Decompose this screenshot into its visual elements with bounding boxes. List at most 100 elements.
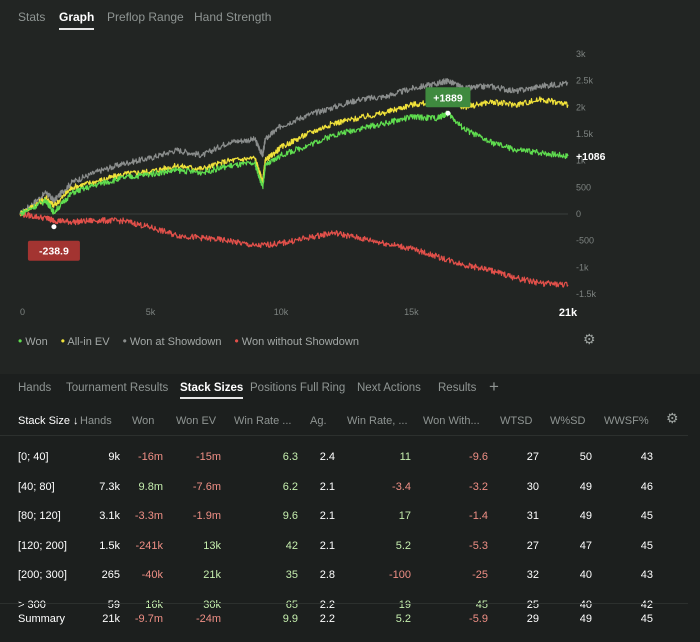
- table-cell: -3.2: [469, 480, 488, 493]
- table-cell: 32: [526, 569, 539, 581]
- table-cell: 49: [579, 480, 592, 493]
- table-row[interactable]: [80; 120] 3.1k -3.3m -1.9m 9.6 2.1 17 -1.4 31 49 4…: [0, 501, 688, 530]
- table-cell: -5.9: [469, 613, 488, 625]
- table-row[interactable]: > 300 59 16k 30k 65 2.2 19 45 25 40 42: [0, 590, 688, 619]
- header-won-with[interactable]: Won With...: [423, 415, 480, 427]
- header-won[interactable]: Won: [132, 415, 155, 427]
- table-cell: 9.8m: [138, 480, 163, 493]
- table-cell: 9.6: [282, 510, 298, 522]
- x-tick-label: 0: [20, 307, 25, 317]
- header-ag[interactable]: Ag.: [310, 415, 327, 427]
- end-value-label: +1086: [576, 151, 606, 163]
- table-cell: Summary: [18, 613, 66, 625]
- table-cell: 42: [285, 539, 298, 552]
- table-cell: 49: [579, 510, 592, 522]
- table-summary-row[interactable]: Summary 21k -9.7m -24m 9.9 2.2 5.2 -5.9 29 49 45: [0, 603, 688, 632]
- table-cell: 2.8: [319, 569, 335, 581]
- table-cell: -9.7m: [134, 613, 163, 625]
- table-cell: 65: [285, 598, 298, 611]
- legend-won-without-showdown[interactable]: • Won without Showdown: [234, 334, 359, 348]
- table-cell: -3.4: [392, 480, 411, 493]
- table-cell: 5.2: [395, 613, 411, 625]
- y-tick-label: 1.5k: [576, 129, 594, 139]
- y-tick-label: 3k: [576, 49, 586, 59]
- table-cell: 21k: [102, 613, 120, 625]
- table-cell: 265: [101, 569, 120, 581]
- table-cell: [200; 300]: [18, 569, 67, 581]
- table-cell: 30k: [203, 598, 221, 611]
- table-cell: 16k: [145, 598, 163, 611]
- y-tick-label: 2.5k: [576, 76, 594, 86]
- x-tick-label: 5k: [146, 307, 156, 317]
- graph-panel: Stats Graph Preflop Range Hand Strength …: [18, 10, 606, 348]
- table-row[interactable]: [40; 80] 7.3k 9.8m -7.6m 6.2 2.1 -3.4 -3.2 30 49 4…: [0, 472, 688, 501]
- table-cell: [40; 80]: [18, 480, 55, 493]
- tab-hands[interactable]: Hands: [18, 382, 52, 394]
- legend: • Won • All-in EV • Won at Showdown • Wo…: [18, 334, 369, 348]
- table-row[interactable]: [120; 200] 1.5k -241k 13k 42 2.1 5.2 -5.3 27 47 45: [0, 531, 688, 560]
- table-cell: 9.9: [282, 613, 298, 625]
- header-win-rate-2[interactable]: Win Rate, ...: [347, 415, 408, 427]
- gear-icon[interactable]: ⚙: [583, 331, 596, 347]
- table-cell: 2.2: [319, 613, 335, 625]
- table-cell: 45: [640, 539, 653, 552]
- tab-hand-strength[interactable]: Hand Strength: [194, 10, 272, 24]
- legend-won[interactable]: • Won: [18, 334, 48, 348]
- tab-stats[interactable]: Stats: [18, 10, 46, 24]
- annotation-label: -238.9: [39, 246, 69, 258]
- header-wtsd[interactable]: WTSD: [500, 415, 533, 427]
- y-tick-label: 0: [576, 209, 581, 219]
- table-cell: 2.1: [319, 539, 335, 552]
- table-cell: 45: [640, 510, 653, 522]
- y-tick-label: -1k: [576, 262, 589, 272]
- table-cell: 35: [285, 569, 298, 581]
- y-tick-label: 500: [576, 182, 591, 192]
- table-cell: 45: [640, 613, 653, 625]
- table-cell: 1.5k: [99, 539, 120, 552]
- series-line-won: [19, 110, 569, 217]
- table-cell: 6.3: [282, 451, 298, 463]
- header-wwsf[interactable]: WWSF%: [604, 415, 649, 427]
- tab-tournament-results[interactable]: Tournament Results: [66, 382, 169, 394]
- legend-won-at-showdown[interactable]: • Won at Showdown: [122, 334, 222, 348]
- annotation-label: +1889: [433, 92, 463, 104]
- table-cell: -16m: [137, 451, 163, 463]
- table-row[interactable]: [0; 40] 9k -16m -15m 6.3 2.4 11 -9.6 27 50 43: [0, 442, 688, 471]
- tab-positions-full-ring[interactable]: Positions Full Ring: [250, 382, 346, 394]
- table-cell: [120; 200]: [18, 539, 67, 552]
- table-cell: -24m: [195, 613, 221, 625]
- y-axis: 3k 2.5k 2k 1.5k 1k 500 0 -500 -1k -1.5k: [576, 49, 597, 299]
- header-hands[interactable]: Hands: [80, 415, 112, 427]
- table-row[interactable]: [200; 300] 265 -40k 21k 35 2.8 -100 -25 32 40 43: [0, 560, 688, 589]
- tab-next-actions[interactable]: Next Actions: [357, 382, 421, 394]
- table-cell: 30: [526, 480, 539, 493]
- header-won-ev[interactable]: Won EV: [176, 415, 217, 427]
- y-tick-label: 2k: [576, 102, 586, 112]
- annotation-badge: [425, 87, 471, 108]
- table-cell: 19: [398, 598, 411, 611]
- header-stack-size[interactable]: Stack Size ↓: [18, 415, 79, 427]
- table-cell: 27: [526, 451, 539, 463]
- table-cell: 50: [579, 451, 592, 463]
- annotation-point: [51, 224, 57, 230]
- tab-graph[interactable]: Graph: [59, 10, 95, 30]
- tab-stack-sizes[interactable]: Stack Sizes: [180, 382, 244, 399]
- table-cell: 25: [526, 598, 539, 611]
- table-cell: 7.3k: [99, 480, 120, 493]
- tab-results[interactable]: Results: [438, 382, 477, 394]
- annotations: +1889 -238.9 +1086: [27, 87, 606, 261]
- add-tab-button[interactable]: +: [489, 377, 499, 396]
- series-line-won-at-showdown: [19, 78, 569, 216]
- x-tick-label: 21k: [559, 307, 578, 319]
- table-cell: 21k: [203, 569, 221, 581]
- table-cell: 43: [640, 451, 653, 463]
- series-lines: [19, 78, 569, 288]
- legend-all-in-ev[interactable]: • All-in EV: [60, 334, 110, 348]
- gear-icon[interactable]: ⚙: [666, 410, 679, 426]
- header-wsd[interactable]: W%SD: [550, 415, 586, 427]
- header-win-rate[interactable]: Win Rate ...: [234, 415, 292, 427]
- sort-arrow-icon: ↓: [73, 415, 79, 427]
- annotation-badge: [27, 240, 80, 261]
- table-cell: [80; 120]: [18, 510, 61, 522]
- tab-preflop-range[interactable]: Preflop Range: [107, 10, 184, 24]
